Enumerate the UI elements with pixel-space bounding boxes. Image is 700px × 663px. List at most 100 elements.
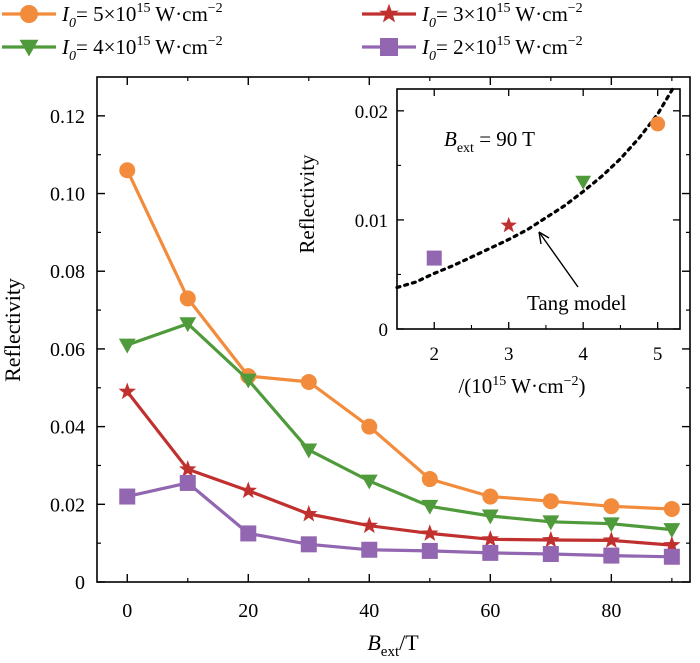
series-line	[126, 481, 672, 559]
main-y-tick-label: 0.02	[50, 494, 85, 516]
inset-x-axis-label-prefix: /(10	[458, 374, 492, 398]
main-y-tick-label: 0.06	[50, 339, 85, 361]
tang-model-curve	[395, 87, 675, 290]
legend-label: I0= 3×1015 W·cm−2	[421, 1, 583, 31]
data-point	[239, 373, 257, 389]
legend-label: I0= 2×1015 W·cm−2	[421, 34, 583, 64]
inset-y-tick-label: 0.01	[355, 211, 388, 232]
data-point	[602, 531, 621, 548]
main-x-axis-label: Bext/T	[367, 630, 419, 660]
data-point	[421, 471, 438, 488]
data-point	[119, 162, 136, 179]
main-x-axis-label-symbol: B	[367, 630, 380, 655]
data-point	[300, 443, 318, 459]
inset-x-axis-label-exp: 15	[492, 374, 506, 389]
inset-plot-frame	[396, 88, 681, 330]
legend-swatch-marker	[20, 5, 38, 23]
data-point	[603, 547, 620, 564]
data-point	[179, 474, 196, 491]
data-point	[542, 515, 560, 531]
main-y-tick-label: 0.12	[50, 106, 85, 128]
main-y-tick-label: 0.04	[50, 417, 85, 439]
data-point	[481, 509, 499, 525]
data-point	[361, 541, 378, 558]
legend-entry: I0= 3×1015 W·cm−2	[362, 1, 583, 31]
main-y-tick-label: 0.08	[50, 261, 85, 283]
data-point	[663, 548, 680, 565]
legend-label: I0= 4×1015 W·cm−2	[61, 34, 223, 64]
tang-model-arrow-shaft	[538, 231, 579, 288]
data-point	[481, 530, 500, 547]
data-point	[542, 530, 560, 548]
inset-data-point	[426, 250, 442, 266]
inset-data-point	[575, 175, 592, 190]
data-point	[118, 338, 136, 354]
inset-x-axis-label-close: )	[579, 374, 586, 398]
legend-entry: I0= 2×1015 W·cm−2	[362, 34, 583, 64]
series-circle	[119, 162, 680, 517]
data-point	[118, 382, 136, 400]
series-line	[126, 322, 672, 532]
inset-y-tick-label: 0.02	[355, 102, 388, 123]
main-x-tick-label: 0	[122, 600, 132, 622]
series-line	[125, 169, 672, 511]
inset-x-tick-label: 5	[653, 344, 663, 365]
data-point	[179, 290, 196, 307]
inset-x-axis-label: /(1015 W·cm−2)	[458, 374, 585, 398]
main-plot-frame	[96, 76, 691, 583]
data-point	[360, 474, 378, 490]
legend-swatch-marker	[19, 39, 39, 57]
inset-y-tick-label: 0	[379, 320, 389, 341]
inset-data-point	[650, 116, 666, 132]
data-point	[239, 481, 258, 499]
legend-swatch-marker	[379, 3, 399, 23]
main-x-tick-label: 80	[601, 600, 621, 622]
main-y-axis-label: Reflectivity	[0, 278, 25, 382]
legend-entry: I0= 4×1015 W·cm−2	[2, 34, 223, 64]
main-x-tick-label: 60	[480, 600, 500, 622]
tang-model-arrow-head	[538, 231, 550, 245]
series-star	[118, 382, 681, 553]
data-point	[542, 493, 559, 510]
data-point	[663, 500, 680, 517]
data-point	[179, 460, 197, 477]
inset-x-axis-label-unit-exp: −2	[564, 374, 579, 389]
inset-x-axis-label-unit: W·cm	[506, 374, 563, 398]
series-square	[119, 474, 680, 565]
inset-x-tick-label: 2	[429, 344, 439, 365]
inset-chart: 2 3 4 5 0 0.01 0.02 Reflectivity /(1015 W·cm−2…	[295, 87, 681, 398]
inset-annotation-sub: ext	[457, 141, 474, 156]
data-point	[361, 418, 378, 435]
main-y-tick-label: 0	[75, 572, 85, 594]
main-x-tick-label: 40	[359, 600, 379, 622]
inset-annotation: Bext = 90 T	[444, 127, 535, 156]
data-point	[421, 524, 439, 541]
inset-x-tick-label: 3	[504, 344, 514, 365]
data-point	[179, 317, 197, 333]
data-point	[119, 488, 136, 505]
main-x-tick-label: 20	[238, 600, 258, 622]
inset-annotation-value: = 90 T	[474, 127, 535, 151]
data-point	[482, 488, 499, 505]
legend-swatch-marker	[380, 38, 398, 56]
inset-y-axis-label: Reflectivity	[295, 154, 319, 254]
data-point	[360, 516, 379, 534]
main-series	[118, 162, 681, 565]
main-x-axis-label-unit: /T	[399, 630, 419, 655]
series-triangle-down	[118, 317, 681, 538]
inset-data-point	[500, 216, 517, 233]
data-point	[602, 517, 620, 533]
data-point	[240, 525, 257, 542]
legend-label: I0= 5×1015 W·cm−2	[61, 1, 223, 31]
series-line	[126, 390, 672, 547]
legend: I0= 5×1015 W·cm−2I0= 4×1015 W·cm−2 I0= 3×…	[2, 1, 583, 64]
inset-ticks: 2 3 4 5 0 0.01 0.02	[355, 89, 680, 365]
data-point	[603, 498, 620, 515]
inset-x-tick-label: 4	[578, 344, 588, 365]
main-y-tick-label: 0.10	[50, 184, 85, 206]
tang-model-label: Tang model	[527, 291, 627, 315]
inset-annotation-symbol: B	[444, 127, 457, 151]
